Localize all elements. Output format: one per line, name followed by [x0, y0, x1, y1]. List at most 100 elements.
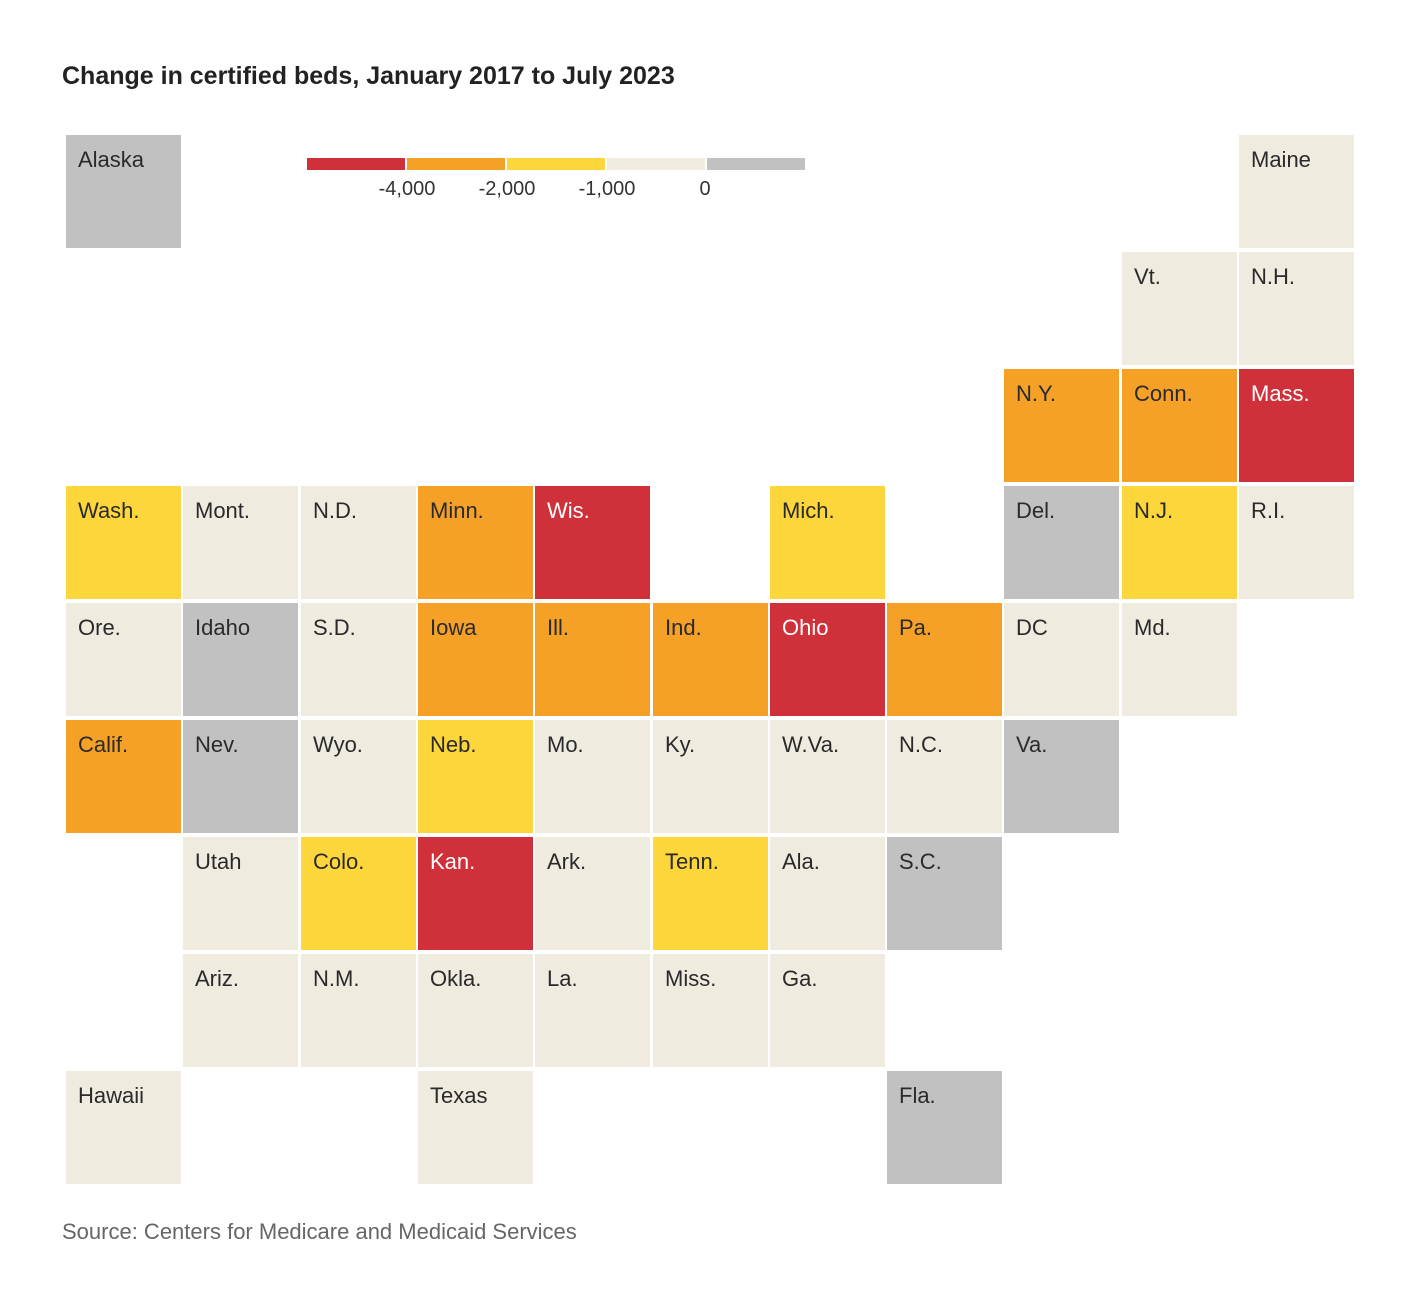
legend-swatch-4000-2000	[407, 158, 505, 170]
state-label: N.J.	[1134, 498, 1174, 523]
state-tile: N.C.	[887, 720, 1002, 833]
state-label: R.I.	[1251, 498, 1286, 523]
state-label: Hawaii	[78, 1083, 145, 1108]
state-tile: Ill.	[535, 603, 650, 716]
state-tile: Nev.	[183, 720, 298, 833]
state-tile: Ark.	[535, 837, 650, 950]
state-tile: Tenn.	[653, 837, 768, 950]
state-label: Texas	[430, 1083, 488, 1108]
state-label: N.C.	[899, 732, 943, 757]
state-tile: Ind.	[653, 603, 768, 716]
state-tile: Maine	[1239, 135, 1354, 248]
state-label: Miss.	[665, 966, 717, 991]
state-tile: Wyo.	[301, 720, 416, 833]
state-tile: Md.	[1122, 603, 1237, 716]
state-tile: Calif.	[66, 720, 181, 833]
state-tile: Colo.	[301, 837, 416, 950]
state-label: W.Va.	[782, 732, 840, 757]
state-tile: N.H.	[1239, 252, 1354, 365]
state-label: Ky.	[665, 732, 696, 757]
state-label: Mo.	[547, 732, 584, 757]
legend-tick: -2,000	[478, 178, 536, 200]
state-label: Del.	[1016, 498, 1056, 523]
legend-swatch-2000-1000	[507, 158, 605, 170]
state-tile: N.D.	[301, 486, 416, 599]
state-tile: Fla.	[887, 1071, 1002, 1184]
state-tile: Ore.	[66, 603, 181, 716]
state-tile: S.D.	[301, 603, 416, 716]
state-label: N.H.	[1251, 264, 1295, 289]
legend-swatch-lt-4000	[307, 158, 405, 170]
state-label: Okla.	[430, 966, 482, 991]
state-tile: Pa.	[887, 603, 1002, 716]
state-tile: W.Va.	[770, 720, 885, 833]
state-tile: Ga.	[770, 954, 885, 1067]
state-tile: Hawaii	[66, 1071, 181, 1184]
source-note: Source: Centers for Medicare and Medicai…	[62, 1219, 577, 1244]
state-label: N.D.	[313, 498, 357, 523]
chart-title: Change in certified beds, January 2017 t…	[62, 62, 675, 90]
state-label: Fla.	[899, 1083, 936, 1108]
state-label: Iowa	[430, 615, 477, 640]
state-label: Utah	[195, 849, 242, 874]
state-tile: Wash.	[66, 486, 181, 599]
legend-swatch-gt-0	[707, 158, 805, 170]
state-label: S.C.	[899, 849, 942, 874]
state-tile: N.M.	[301, 954, 416, 1067]
state-tile: Vt.	[1122, 252, 1237, 365]
state-label: Colo.	[313, 849, 365, 874]
legend-tick: -4,000	[378, 178, 436, 200]
state-label: N.Y.	[1016, 381, 1056, 406]
state-tile: Va.	[1004, 720, 1119, 833]
state-label: Minn.	[430, 498, 484, 523]
state-label: Vt.	[1134, 264, 1161, 289]
state-label: Idaho	[195, 615, 251, 640]
state-label: Mass.	[1251, 381, 1310, 406]
state-tile: Texas	[418, 1071, 533, 1184]
state-label: Maine	[1251, 147, 1311, 172]
state-tile: Alaska	[66, 135, 181, 248]
state-tile: Okla.	[418, 954, 533, 1067]
state-label: Mont.	[195, 498, 251, 523]
state-label: La.	[547, 966, 578, 991]
state-label: Md.	[1134, 615, 1171, 640]
color-legend: -4,000 -2,000 -1,000 0	[307, 158, 805, 208]
state-tile: Utah	[183, 837, 298, 950]
state-label: Pa.	[899, 615, 933, 640]
state-label: Nev.	[195, 732, 239, 757]
state-tile: N.J.	[1122, 486, 1237, 599]
state-tile: Conn.	[1122, 369, 1237, 482]
state-label: Neb.	[430, 732, 477, 757]
state-label: Wis.	[547, 498, 590, 523]
state-tile: Idaho	[183, 603, 298, 716]
state-tile: Ky.	[653, 720, 768, 833]
state-label: Mich.	[782, 498, 835, 523]
state-label: Conn.	[1134, 381, 1193, 406]
state-tile: La.	[535, 954, 650, 1067]
state-tile: Mich.	[770, 486, 885, 599]
state-tile: S.C.	[887, 837, 1002, 950]
state-label: Ohio	[782, 615, 829, 640]
state-tile: N.Y.	[1004, 369, 1119, 482]
state-label: Va.	[1016, 732, 1048, 757]
state-label: S.D.	[313, 615, 356, 640]
state-label: Kan.	[430, 849, 476, 874]
state-tile: Ohio	[770, 603, 885, 716]
state-label: Alaska	[78, 147, 145, 172]
state-tile: Iowa	[418, 603, 533, 716]
legend-swatch-1000-0	[607, 158, 705, 170]
state-label: Tenn.	[665, 849, 719, 874]
legend-tick: 0	[699, 178, 711, 200]
state-tile: Ala.	[770, 837, 885, 950]
state-label: Ind.	[665, 615, 702, 640]
state-label: Ga.	[782, 966, 818, 991]
state-tile: DC	[1004, 603, 1119, 716]
legend-tick: -1,000	[578, 178, 636, 200]
state-tile: Mass.	[1239, 369, 1354, 482]
state-tile: R.I.	[1239, 486, 1354, 599]
state-label: Wash.	[78, 498, 140, 523]
state-label: Ala.	[782, 849, 820, 874]
state-label: Ore.	[78, 615, 121, 640]
state-tile: Neb.	[418, 720, 533, 833]
